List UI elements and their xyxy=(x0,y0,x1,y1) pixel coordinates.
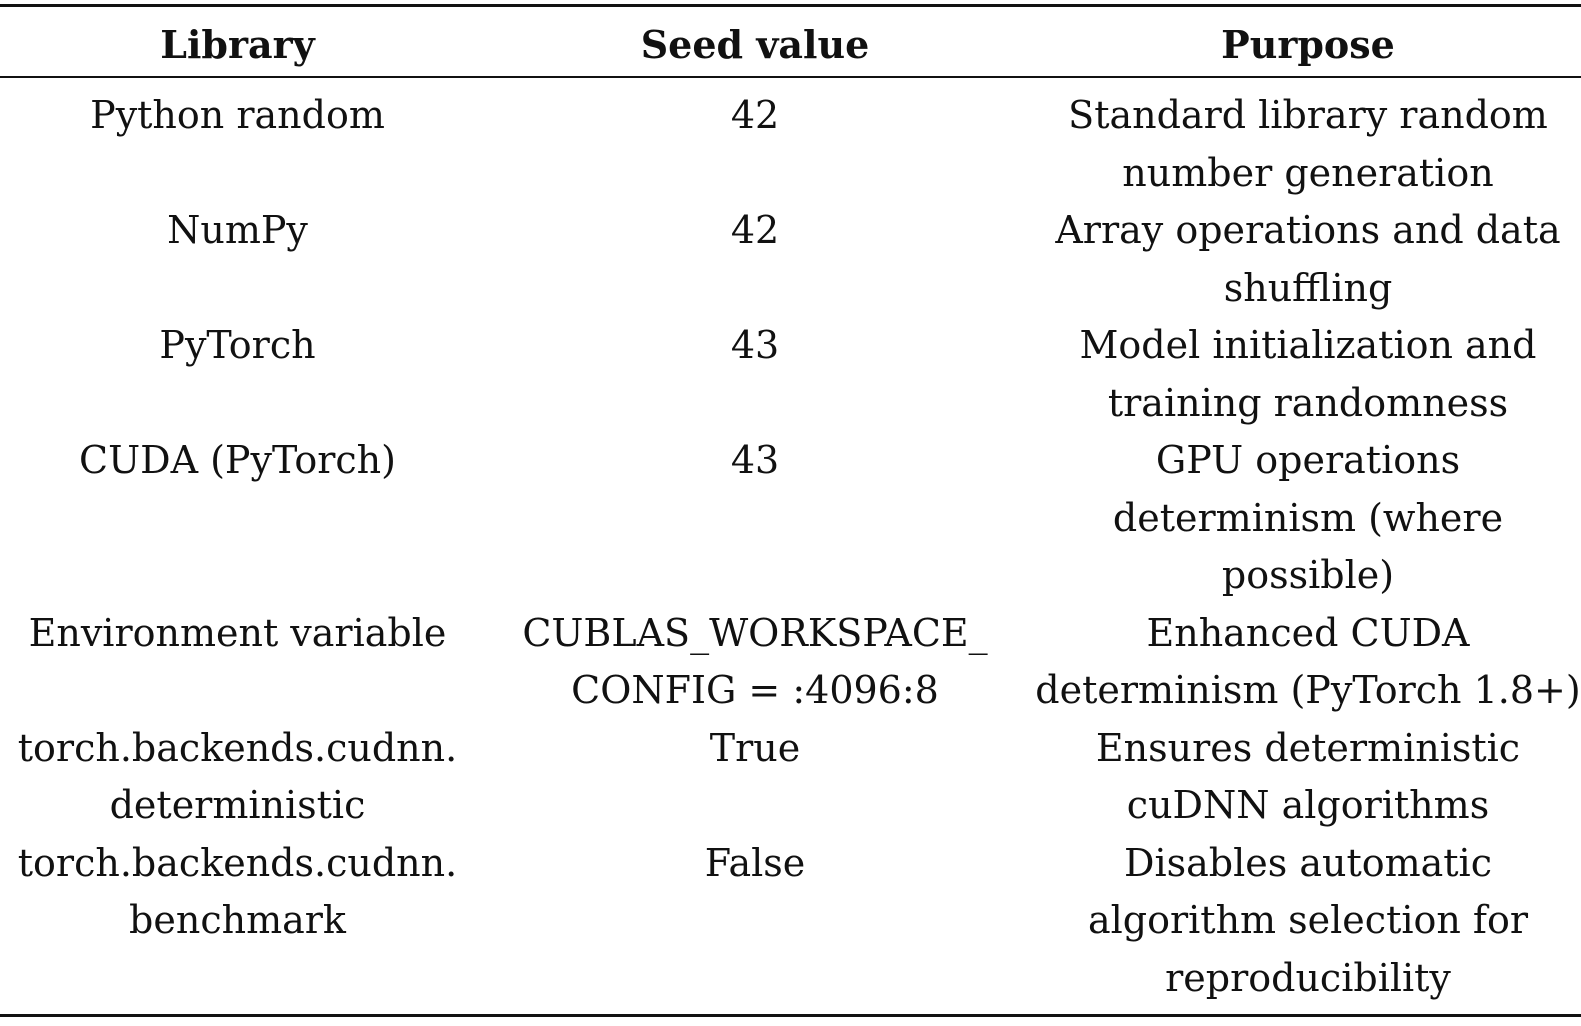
cell-library: torch.backends.cudnn. xyxy=(17,840,458,885)
cell-purpose: determinism (PyTorch 1.8+) xyxy=(1035,668,1581,712)
cell-purpose: Ensures deterministic xyxy=(1095,725,1521,770)
header-library: Library xyxy=(160,22,315,67)
top-rule xyxy=(0,4,1581,7)
cell-purpose: reproducibility xyxy=(1165,955,1451,1000)
cell-purpose: possible) xyxy=(1221,553,1395,597)
cell-purpose: determinism (where xyxy=(1112,495,1504,540)
cell-library: Environment variable xyxy=(28,610,447,655)
header-purpose: Purpose xyxy=(1221,22,1395,67)
cell-seed-value: 42 xyxy=(730,208,780,252)
cell-seed-value: 43 xyxy=(730,323,780,367)
cell-library: PyTorch xyxy=(159,323,316,367)
header-seed-value: Seed value xyxy=(640,22,870,67)
cell-seed-value: 43 xyxy=(730,438,780,482)
bottom-rule xyxy=(0,1014,1581,1017)
cell-purpose: shuffling xyxy=(1223,265,1393,310)
cell-seed-value: True xyxy=(709,725,801,770)
cell-purpose: Model initialization and xyxy=(1079,323,1537,367)
cell-purpose: number generation xyxy=(1122,150,1494,195)
cell-library: torch.backends.cudnn. xyxy=(17,725,458,770)
cell-seed-value: False xyxy=(704,840,806,885)
cell-seed-value: CONFIG = :4096:8 xyxy=(571,668,939,712)
cell-library: deterministic xyxy=(109,783,366,827)
cell-purpose: training randomness xyxy=(1107,380,1509,425)
cell-purpose: Array operations and data xyxy=(1055,208,1561,252)
cell-purpose: cuDNN algorithms xyxy=(1126,783,1490,827)
cell-library: benchmark xyxy=(129,898,346,942)
cell-library: NumPy xyxy=(167,208,308,252)
cell-library: Python random xyxy=(90,93,385,137)
cell-purpose: GPU operations xyxy=(1155,438,1461,482)
cell-seed-value: CUBLAS_WORKSPACE_ xyxy=(522,610,988,655)
cell-purpose: Enhanced CUDA xyxy=(1146,610,1470,655)
cell-library: CUDA (PyTorch) xyxy=(79,438,396,482)
cell-seed-value: 42 xyxy=(730,93,780,137)
header-rule xyxy=(0,76,1581,78)
cell-purpose: Disables automatic xyxy=(1124,840,1492,885)
cell-purpose: algorithm selection for xyxy=(1087,898,1529,942)
cell-purpose: Standard library random xyxy=(1068,93,1548,137)
